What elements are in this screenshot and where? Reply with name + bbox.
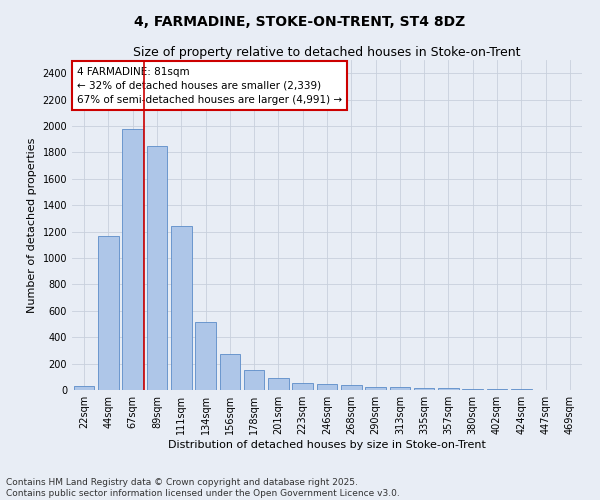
Bar <box>341 386 362 390</box>
Bar <box>414 388 434 390</box>
Bar <box>195 322 216 390</box>
Bar <box>171 226 191 390</box>
Bar <box>292 384 313 390</box>
Bar <box>98 236 119 390</box>
Bar <box>122 128 143 390</box>
Title: Size of property relative to detached houses in Stoke-on-Trent: Size of property relative to detached ho… <box>133 46 521 59</box>
Y-axis label: Number of detached properties: Number of detached properties <box>27 138 37 312</box>
Bar <box>146 146 167 390</box>
Bar <box>317 384 337 390</box>
Bar <box>220 354 240 390</box>
X-axis label: Distribution of detached houses by size in Stoke-on-Trent: Distribution of detached houses by size … <box>168 440 486 450</box>
Text: 4, FARMADINE, STOKE-ON-TRENT, ST4 8DZ: 4, FARMADINE, STOKE-ON-TRENT, ST4 8DZ <box>134 15 466 29</box>
Text: Contains HM Land Registry data © Crown copyright and database right 2025.
Contai: Contains HM Land Registry data © Crown c… <box>6 478 400 498</box>
Bar <box>438 388 459 390</box>
Bar <box>74 386 94 390</box>
Bar <box>244 370 265 390</box>
Bar <box>463 389 483 390</box>
Bar <box>365 386 386 390</box>
Bar <box>389 388 410 390</box>
Text: 4 FARMADINE: 81sqm
← 32% of detached houses are smaller (2,339)
67% of semi-deta: 4 FARMADINE: 81sqm ← 32% of detached hou… <box>77 66 342 104</box>
Bar <box>268 378 289 390</box>
